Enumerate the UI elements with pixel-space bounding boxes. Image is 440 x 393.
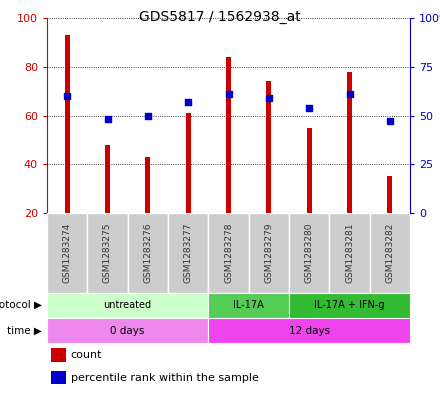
Point [225,91,232,97]
Text: 12 days: 12 days [289,325,330,336]
Bar [168,213,208,293]
Point [386,118,393,125]
Point [346,91,353,97]
Text: IL-17A: IL-17A [233,301,264,310]
Bar [370,213,410,293]
Text: time ▶: time ▶ [7,325,42,336]
Bar [208,213,249,293]
Text: GSM1283279: GSM1283279 [264,223,273,283]
Text: GSM1283282: GSM1283282 [385,223,394,283]
Text: GSM1283277: GSM1283277 [183,223,193,283]
Bar [47,293,208,318]
Point [185,99,192,105]
Point [64,93,71,99]
Point [104,116,111,123]
Bar [47,213,87,293]
Bar [145,157,150,213]
Bar [329,213,370,293]
Bar [266,81,271,213]
Text: 0 days: 0 days [110,325,145,336]
Bar [47,318,208,343]
Bar [87,213,128,293]
Bar [387,176,392,213]
Text: IL-17A + IFN-g: IL-17A + IFN-g [314,301,385,310]
Text: GDS5817 / 1562938_at: GDS5817 / 1562938_at [139,10,301,24]
Text: GSM1283278: GSM1283278 [224,223,233,283]
Text: count: count [70,350,102,360]
Bar [208,293,289,318]
Bar [289,293,410,318]
Text: protocol ▶: protocol ▶ [0,301,42,310]
Bar [186,113,191,213]
Bar [347,72,352,213]
Text: GSM1283281: GSM1283281 [345,223,354,283]
Bar [65,35,70,213]
Bar [289,213,329,293]
Bar [128,213,168,293]
Bar [226,57,231,213]
Text: GSM1283274: GSM1283274 [62,223,72,283]
Text: GSM1283276: GSM1283276 [143,223,152,283]
Text: percentile rank within the sample: percentile rank within the sample [70,373,258,383]
Point [306,105,313,111]
Text: GSM1283280: GSM1283280 [304,223,314,283]
Bar [51,349,66,362]
Point [144,112,151,119]
Text: GSM1283275: GSM1283275 [103,223,112,283]
Point [265,95,272,101]
Bar [249,213,289,293]
Text: untreated: untreated [103,301,152,310]
Bar [208,318,410,343]
Bar [105,145,110,213]
Bar [307,128,312,213]
Bar [51,371,66,384]
